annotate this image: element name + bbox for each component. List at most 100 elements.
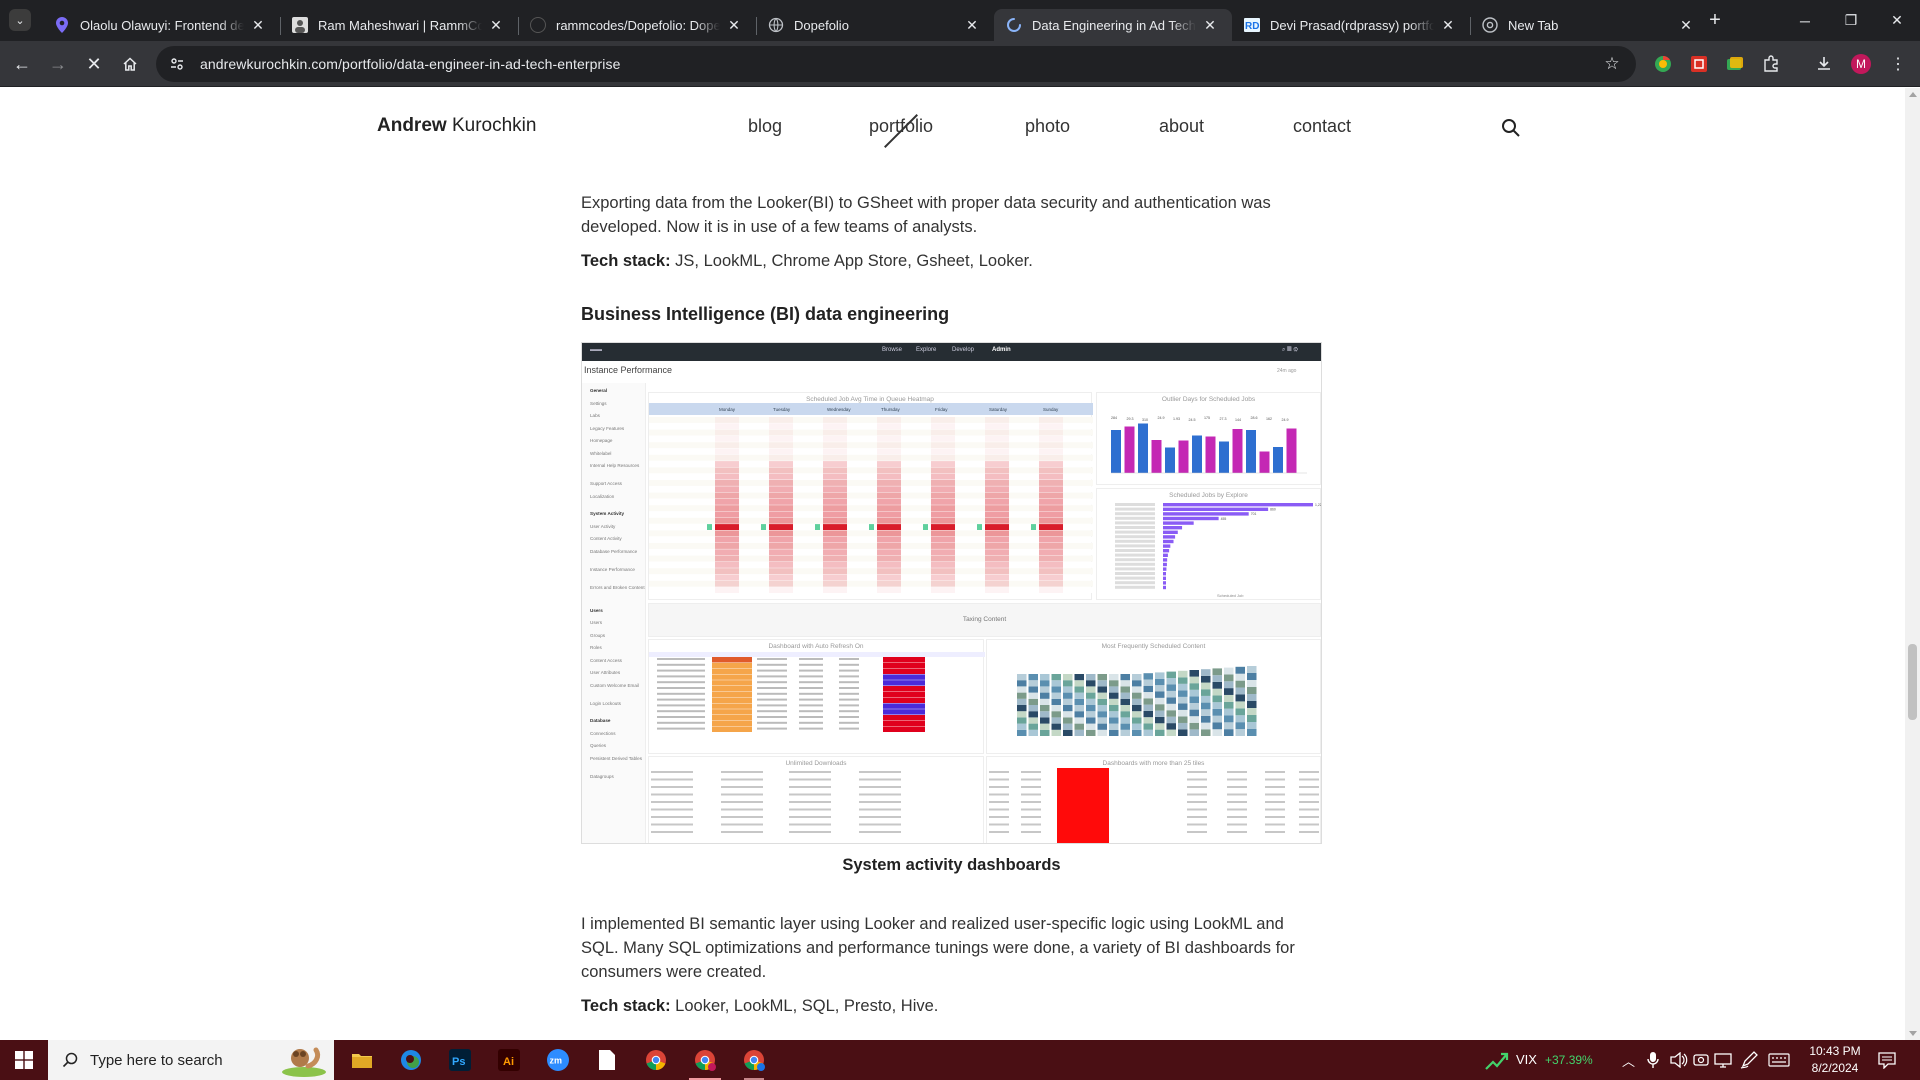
sidebar-link[interactable]: User Activity [590,523,616,529]
site-search-button[interactable] [1501,118,1523,140]
edge-icon[interactable] [387,1040,435,1080]
clock-time[interactable]: 10:43 PM [1809,1044,1861,1058]
close-icon[interactable]: ✕ [1442,17,1454,33]
extension-red-square-icon[interactable] [1688,53,1710,75]
sidebar-link[interactable]: Connections [590,730,616,736]
nav-photo[interactable]: photo [1025,116,1071,136]
sidebar-link[interactable]: Database [590,718,611,723]
back-button[interactable]: ← [7,49,37,79]
sidebar-link[interactable]: Internal Help Resources [590,463,640,468]
sidebar-link[interactable]: Legacy Features [590,425,625,431]
sidebar-link[interactable]: Content Access [590,657,622,663]
sidebar-link[interactable]: Groups [590,632,606,638]
scroll-down-arrow-icon[interactable] [1909,1031,1917,1036]
extension-folders-icon[interactable] [1724,53,1746,75]
taskbar-search-box[interactable]: Type here to search [48,1040,334,1080]
sidebar-link[interactable]: Content Activity [590,536,622,541]
sidebar-link[interactable]: User Attributes [590,670,621,675]
ticker-symbol[interactable]: VIX [1516,1052,1537,1067]
sidebar-link[interactable]: Instance Performance [590,566,635,572]
table-cell-heat [883,680,925,686]
scroll-up-arrow-icon[interactable] [1909,92,1917,97]
close-icon[interactable]: ✕ [966,17,978,33]
sidebar-link[interactable]: Settings [590,400,607,406]
browser-tab[interactable]: New Tab ✕ [1470,9,1708,41]
clock-date[interactable]: 8/2/2024 [1811,1061,1859,1075]
minimize-button[interactable]: ─ [1800,12,1810,29]
close-window-button[interactable]: ✕ [1891,12,1903,28]
sidebar-link[interactable]: Labs [590,413,600,418]
heatmap-cell [823,473,847,480]
sidebar-link[interactable]: Roles [590,645,602,650]
heatmap-cell [1039,454,1063,461]
sidebar-link[interactable]: System Activity [590,511,625,516]
loading-spinner-icon [1006,17,1022,33]
new-tab-button[interactable]: + [1709,9,1721,31]
volume-icon[interactable] [1670,1052,1688,1068]
sidebar-link[interactable]: Login Lockouts [590,700,621,706]
nav-contact[interactable]: contact [1293,116,1352,136]
keyboard-icon[interactable] [1768,1053,1790,1067]
browser-tab[interactable]: rammcodes/Dopefolio: Dopefol ✕ [518,9,756,41]
notification-icon[interactable] [1878,1051,1896,1069]
extensions-puzzle-icon[interactable] [1760,53,1782,75]
chrome-second-profile-taskbar-icon[interactable] [730,1040,778,1080]
close-icon[interactable]: ✕ [728,17,740,33]
browser-tab[interactable]: Dopefolio ✕ [756,9,994,41]
dashboards-25-tiles-table [989,768,1319,843]
address-bar[interactable]: andrewkurochkin.com/portfolio/data-engin… [156,46,1636,82]
microphone-icon[interactable] [1647,1051,1659,1069]
sidebar-link[interactable]: Queries [590,743,607,748]
notepad-file-icon[interactable] [583,1040,631,1080]
restore-button[interactable]: ❐ [1844,12,1858,28]
page-scrollbar[interactable] [1905,88,1920,1040]
site-info-icon[interactable] [168,55,186,73]
stacked-segment [1166,690,1176,698]
sidebar-link[interactable]: Support Access [590,481,622,486]
sidebar-link[interactable]: Users [590,607,603,613]
close-icon[interactable]: ✕ [490,17,502,33]
browser-tab-active[interactable]: Data Engineering in Ad Tech en ✕ [994,9,1232,41]
sidebar-link[interactable]: Persistent Derived Tables [590,755,643,761]
site-logo[interactable]: Andrew Kurochkin [377,115,536,137]
scrollbar-thumb[interactable] [1908,644,1917,720]
sidebar-link[interactable]: Errors and Broken Content [590,584,645,590]
pen-icon[interactable] [1740,1051,1758,1069]
sidebar-link[interactable]: Localization [590,493,615,499]
profile-avatar[interactable]: M [1851,54,1871,74]
sidebar-link[interactable]: Homepage [590,438,613,443]
stop-loading-button[interactable]: ✕ [79,49,109,79]
chrome-taskbar-icon[interactable] [632,1040,680,1080]
start-button[interactable] [0,1040,48,1080]
browser-tab[interactable]: RD Devi Prasad(rdprassy) portfolio ✕ [1232,9,1470,41]
home-button[interactable] [115,49,145,79]
nav-about[interactable]: about [1159,116,1205,136]
bookmark-star-icon[interactable]: ☆ [1604,54,1620,73]
nav-blog[interactable]: blog [748,116,783,136]
illustrator-icon[interactable]: Ai [485,1040,533,1080]
sidebar-link[interactable]: General [590,388,608,393]
forward-button[interactable]: → [43,49,73,79]
tab-search-button[interactable]: ⌄ [9,9,31,31]
sidebar-link[interactable]: Custom Welcome Email [590,682,639,688]
photoshop-icon[interactable]: Ps [436,1040,484,1080]
camera-icon[interactable] [1693,1052,1709,1068]
zoom-icon[interactable]: zm [534,1040,582,1080]
close-icon[interactable]: ✕ [1680,17,1692,33]
browser-tab[interactable]: Olaolu Olawuyi: Frontend deve ✕ [42,9,280,41]
close-icon[interactable]: ✕ [252,17,264,33]
browser-tab[interactable]: Ram Maheshwari | RammCodes ✕ [280,9,518,41]
close-icon[interactable]: ✕ [1204,17,1216,33]
nav-portfolio[interactable]: portfolio [869,114,933,148]
sidebar-link[interactable]: Whitelabel [590,450,612,456]
sidebar-link[interactable]: Users [590,620,602,625]
extension-google-icon[interactable] [1652,53,1674,75]
sidebar-link[interactable]: Database Performance [590,548,638,554]
network-icon[interactable] [1714,1052,1732,1068]
kebab-menu-icon[interactable]: ⋮ [1890,56,1906,73]
show-hidden-icons-chevron-icon[interactable]: ︿ [1622,1054,1636,1069]
sidebar-link[interactable]: Datagroups [590,773,614,779]
download-icon[interactable] [1813,53,1835,75]
file-explorer-icon[interactable] [338,1040,386,1080]
chrome-profile-taskbar-icon[interactable] [681,1040,729,1080]
